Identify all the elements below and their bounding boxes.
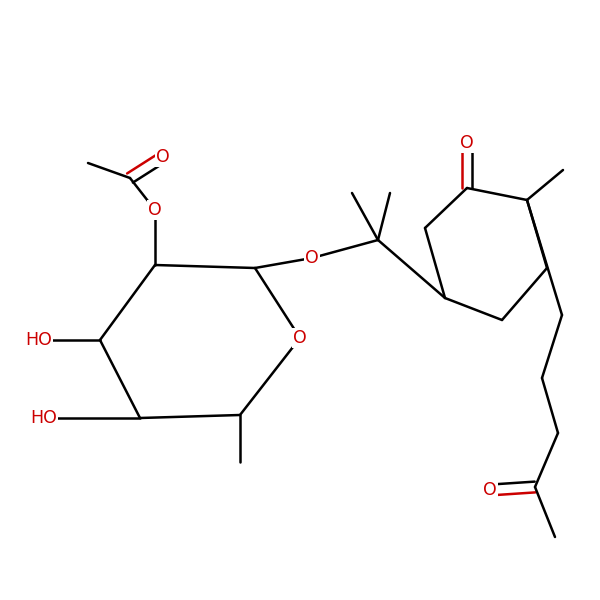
Text: HO: HO — [30, 409, 57, 427]
Text: O: O — [156, 148, 170, 166]
Text: O: O — [483, 481, 497, 499]
Text: O: O — [148, 201, 162, 219]
Text: O: O — [305, 249, 319, 267]
Text: HO: HO — [25, 331, 52, 349]
Text: O: O — [293, 329, 307, 347]
Text: O: O — [460, 134, 474, 152]
